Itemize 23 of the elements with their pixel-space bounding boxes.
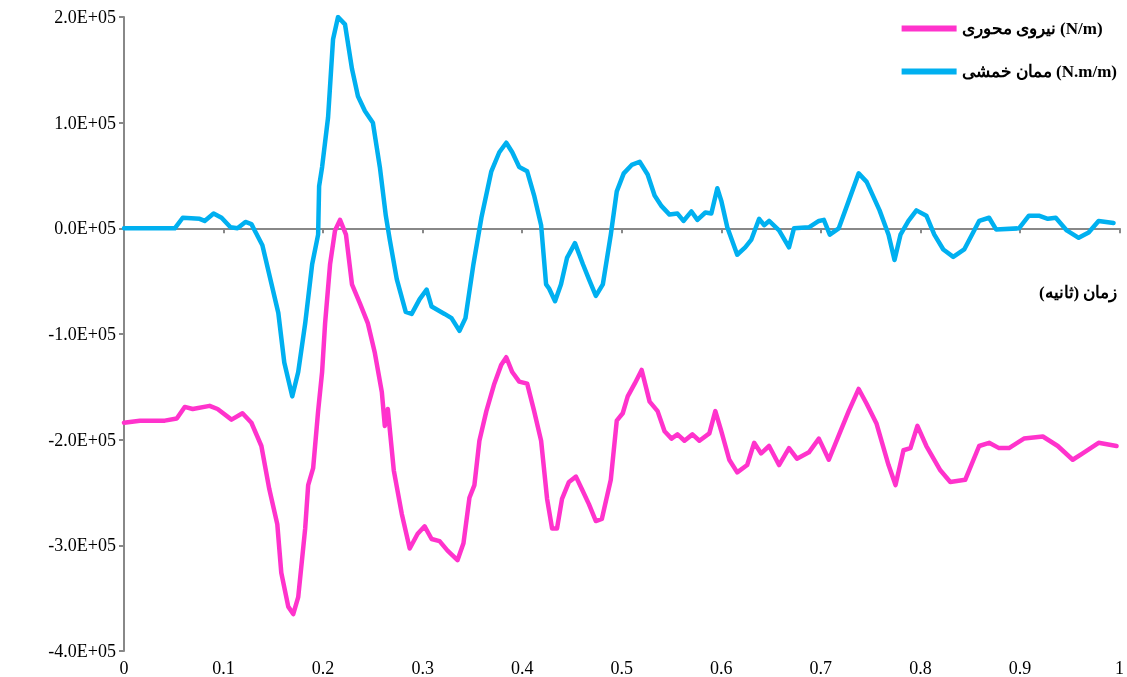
y-tick-label: 1.0E+05 (54, 112, 116, 133)
y-tick-label: -3.0E+05 (48, 535, 116, 556)
x-tick-label: 0.7 (809, 658, 833, 677)
y-tick-label: -4.0E+05 (48, 641, 116, 661)
x-tick-label: 0 (119, 658, 129, 677)
x-tick-label: 0.3 (411, 658, 434, 677)
x-tick-label: 0.9 (1008, 658, 1032, 677)
x-tick-label: 0.5 (610, 658, 633, 677)
legend-label: ممان خمشی (N.m/m) (961, 62, 1118, 81)
legend-label: نیروی محوری (N/m) (961, 19, 1103, 39)
y-tick-label: 0.0E+05 (54, 218, 116, 239)
line-series (121, 14, 1116, 399)
x-tick-label: 0.1 (212, 658, 235, 677)
x-tick-label: 1 (1115, 658, 1124, 677)
x-tick-label: 0.2 (311, 658, 335, 677)
x-tick-label: 0.8 (909, 658, 932, 677)
line-series (121, 217, 1119, 617)
x-tick-label: 0.6 (710, 658, 733, 677)
x-axis-title: زمان (ثانیه) (1038, 283, 1118, 304)
y-tick-label: -1.0E+05 (48, 324, 116, 344)
y-tick-label: -2.0E+05 (48, 429, 116, 450)
y-tick-label: 2.0E+05 (54, 7, 116, 27)
x-tick-label: 0.4 (510, 658, 534, 677)
